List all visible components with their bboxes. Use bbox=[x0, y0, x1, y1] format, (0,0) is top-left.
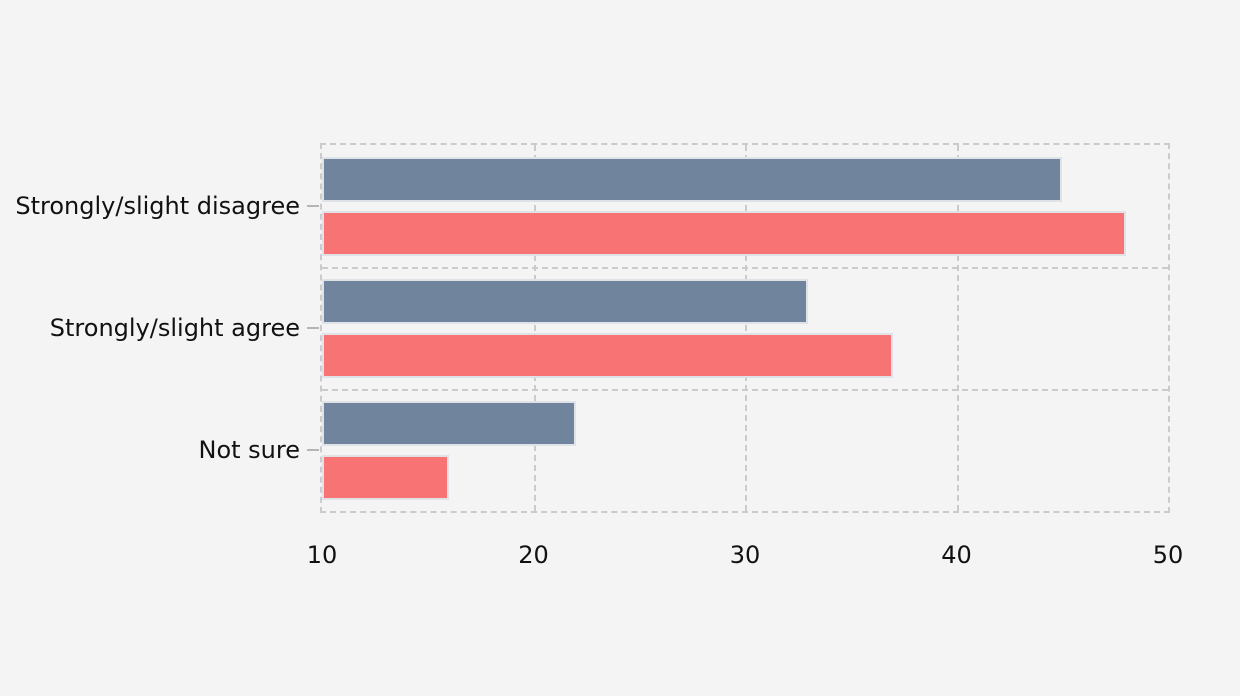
y-axis-category-label: Strongly/slight agree bbox=[49, 314, 300, 342]
bar bbox=[322, 400, 576, 446]
x-axis-tick-label: 30 bbox=[729, 541, 761, 569]
gridline-vertical bbox=[745, 145, 747, 511]
y-axis-category-label: Strongly/slight disagree bbox=[15, 192, 300, 220]
y-axis-tick-mark bbox=[307, 327, 319, 329]
bar bbox=[322, 454, 449, 500]
y-axis-tick-mark bbox=[307, 449, 319, 451]
x-axis-tick-label: 20 bbox=[518, 541, 549, 569]
x-axis-tick-label: 10 bbox=[306, 541, 338, 569]
x-axis-tick-label: 40 bbox=[941, 541, 972, 569]
bar bbox=[322, 332, 894, 378]
y-axis-category-label: Not sure bbox=[198, 436, 301, 464]
bar bbox=[322, 156, 1063, 202]
gridline-vertical bbox=[956, 145, 959, 511]
gridline-horizontal bbox=[322, 389, 1168, 391]
gridline-horizontal bbox=[322, 267, 1168, 269]
y-axis-tick-mark bbox=[307, 205, 319, 207]
x-axis-tick-label: 50 bbox=[1152, 541, 1184, 569]
bar bbox=[322, 278, 809, 324]
gridline-vertical bbox=[533, 145, 536, 511]
plot-area bbox=[320, 143, 1170, 513]
bar bbox=[322, 210, 1126, 256]
